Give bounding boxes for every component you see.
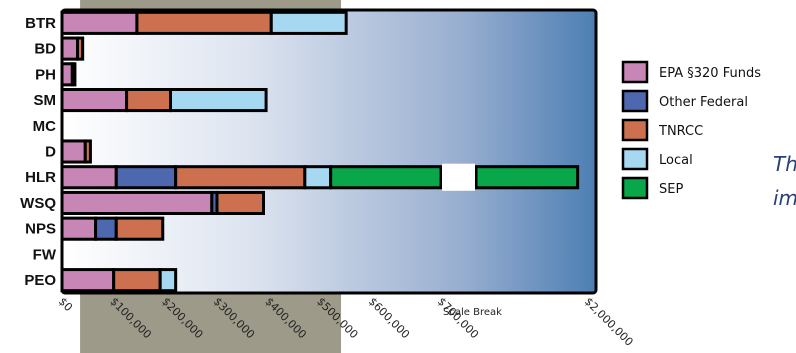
bar-segment	[174, 165, 307, 190]
bar-segment	[269, 10, 348, 35]
bar-segment	[125, 87, 173, 113]
bar-segment	[60, 87, 129, 113]
legend-label: SEP	[659, 182, 683, 197]
bar-segment	[303, 165, 333, 190]
category-label: PEO	[24, 272, 56, 289]
legend-label: EPA §320 Funds	[659, 66, 761, 81]
legend-swatch	[621, 118, 649, 142]
bar-segment	[60, 190, 214, 216]
scale-break-gap	[442, 163, 475, 191]
cropped-side-text-line-2: im	[773, 186, 796, 210]
category-label: SM	[34, 92, 57, 109]
category-label: BTR	[25, 15, 56, 32]
category-label: D	[45, 144, 56, 161]
cropped-side-text-line-1: Th	[773, 152, 796, 176]
category-label: PH	[35, 66, 56, 83]
bar-segment	[60, 165, 118, 190]
bar-segment	[60, 62, 74, 87]
scale-break-label: Scale Break	[443, 307, 502, 318]
bar-segment	[60, 268, 116, 293]
bar-segment	[94, 216, 118, 241]
legend-label: TNRCC	[658, 124, 703, 139]
bar-segment	[169, 87, 268, 113]
bar-segment	[114, 216, 165, 241]
category-label: HLR	[25, 169, 56, 186]
legend-swatch	[621, 147, 649, 171]
bar-segment	[70, 62, 77, 87]
x-tick-label: $600,000	[366, 295, 412, 341]
bar-segment	[60, 216, 98, 241]
bar-segment	[112, 268, 162, 293]
x-tick-label: $0	[56, 295, 75, 314]
bar-segment	[60, 139, 87, 164]
category-label: FW	[33, 246, 57, 263]
bar-segment	[76, 36, 85, 61]
plot-area	[60, 8, 598, 295]
bar-segment	[158, 268, 178, 293]
category-label: WSQ	[20, 195, 56, 212]
bar-segment	[329, 165, 443, 190]
bar-segment	[474, 165, 580, 190]
legend-label: Local	[659, 153, 693, 168]
bar-segment	[60, 36, 79, 61]
legend-swatch	[621, 176, 649, 200]
legend-label: Other Federal	[659, 95, 748, 110]
x-tick-label: $700,000	[435, 295, 481, 341]
bar-segment	[114, 165, 178, 190]
x-tick-label: $2,000,000	[582, 295, 636, 349]
category-label: NPS	[25, 221, 56, 238]
category-label: BD	[34, 41, 56, 58]
bar-segment	[83, 139, 92, 164]
legend-swatch	[621, 89, 649, 113]
bar-segment	[60, 10, 139, 35]
bar-segment	[135, 10, 273, 35]
legend-swatch	[621, 60, 649, 84]
category-label: MC	[33, 118, 56, 135]
bar-segment	[215, 190, 265, 216]
